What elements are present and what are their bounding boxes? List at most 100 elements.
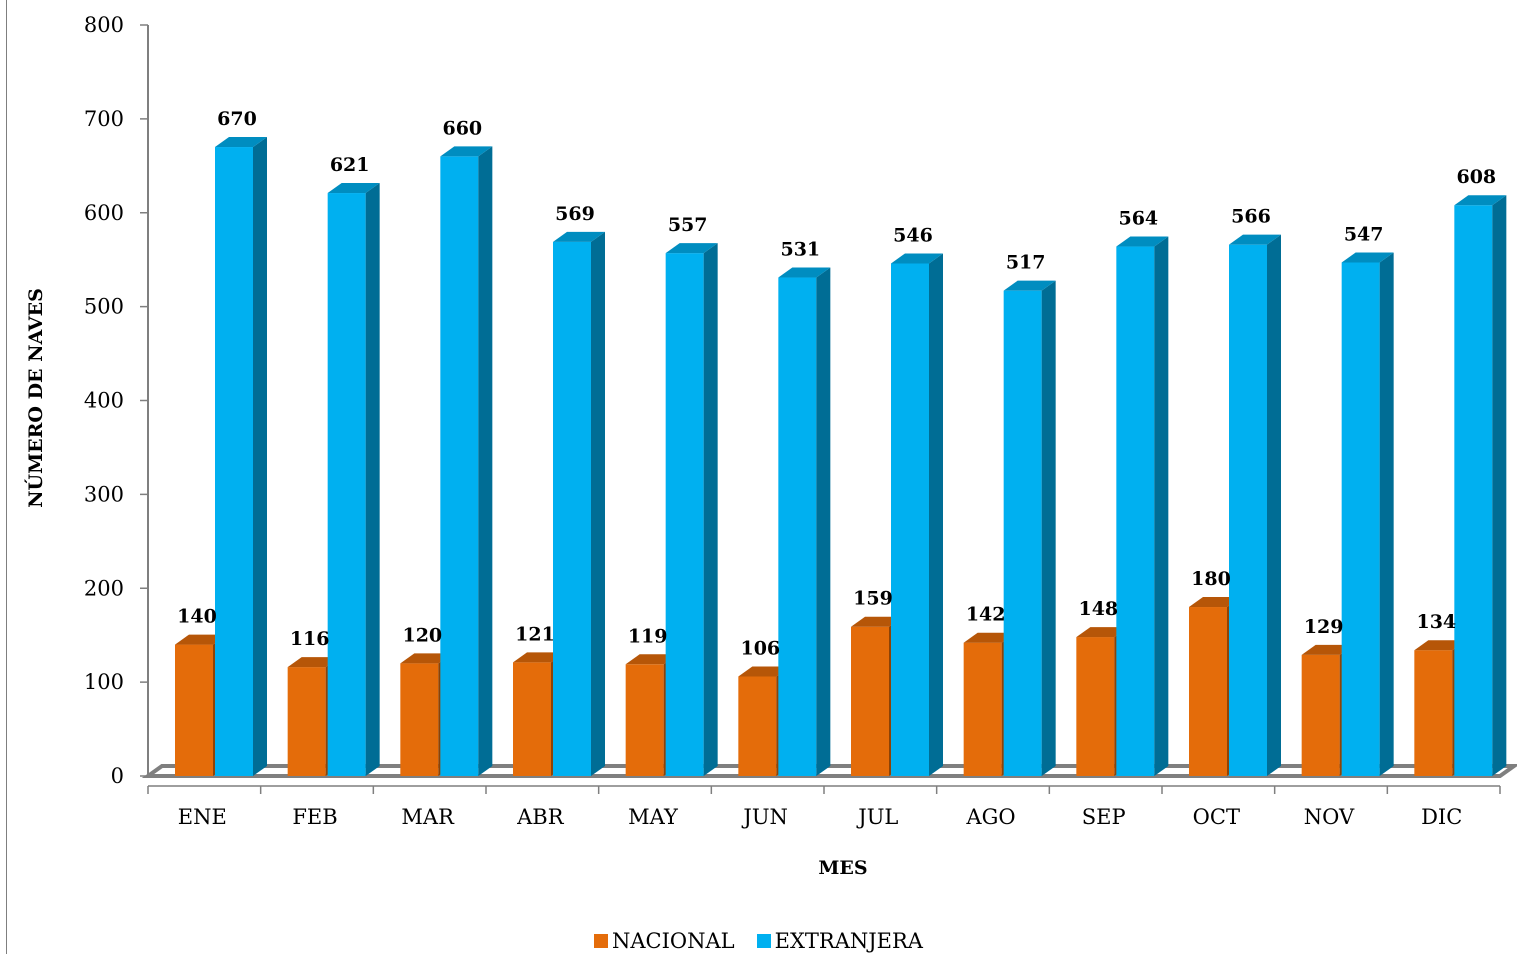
data-label-extranjera: 670 [217, 108, 257, 130]
bar-side [1267, 234, 1281, 777]
bar-extranjera-jun [778, 267, 831, 776]
bar-top [400, 653, 453, 664]
data-label-extranjera: 517 [1006, 252, 1046, 274]
data-label-nacional: 106 [740, 637, 780, 659]
bar-extranjera-ago [1003, 280, 1056, 776]
bar-side [1154, 236, 1169, 777]
legend-swatch-nacional [594, 934, 608, 948]
data-label-nacional: 120 [402, 624, 442, 646]
data-label-nacional: 180 [1191, 568, 1231, 590]
y-tick-label: 100 [84, 670, 124, 694]
bar-front [1414, 650, 1453, 776]
data-label-nacional: 148 [1078, 598, 1118, 620]
bar-front [738, 676, 777, 776]
bar-extranjera-feb [327, 183, 380, 776]
bar-top [215, 137, 267, 148]
data-label-extranjera: 531 [780, 239, 820, 261]
data-label-nacional: 129 [1304, 616, 1344, 638]
data-label-nacional: 121 [515, 623, 555, 645]
bar-front [440, 156, 479, 777]
bar-top [778, 267, 831, 278]
bar-extranjera-ene [215, 137, 267, 777]
bar-top [1076, 627, 1129, 638]
bar-extranjera-sep [1116, 236, 1169, 777]
y-tick-label: 800 [84, 13, 124, 37]
bar-front [851, 626, 889, 776]
x-tick-label: ENE [178, 805, 227, 829]
bar-side [703, 243, 718, 776]
bar-front [1454, 205, 1493, 777]
bar-front [1229, 244, 1267, 777]
bar-front [553, 241, 591, 776]
data-label-extranjera: 547 [1344, 224, 1384, 246]
bar-extranjera-may [665, 243, 718, 776]
bar-extranjera-nov [1341, 252, 1394, 776]
x-tick-label: MAR [401, 805, 455, 829]
data-label-extranjera: 566 [1231, 206, 1271, 228]
bar-front [665, 253, 704, 776]
bar-top [327, 183, 380, 194]
chart-floor [141, 764, 1517, 778]
legend-swatch-extranjera [756, 934, 771, 948]
bar-front [1116, 246, 1155, 777]
legend-item-extranjera: EXTRANJERA [756, 928, 923, 954]
y-tick-label: 600 [84, 201, 124, 225]
bar-side [478, 146, 493, 777]
bar-top [891, 253, 943, 264]
bar-top [1301, 644, 1354, 655]
bar-top [287, 657, 340, 668]
data-label-extranjera: 546 [893, 224, 933, 246]
legend: NACIONAL EXTRANJERA [0, 928, 1517, 954]
data-label-extranjera: 608 [1456, 166, 1496, 188]
x-tick-label: JUL [856, 805, 898, 829]
bar-extranjera-jul [891, 253, 943, 776]
bar-front [513, 662, 551, 776]
y-tick-label: 200 [84, 576, 124, 600]
data-label-extranjera: 621 [330, 154, 370, 176]
x-tick-label: MAY [628, 805, 679, 829]
data-label-extranjera: 564 [1118, 208, 1158, 230]
bar-top [175, 634, 227, 645]
chart-border [6, 0, 7, 954]
x-tick-label: JUN [741, 805, 788, 829]
bar-top [1454, 195, 1507, 206]
y-tick-label: 700 [84, 107, 124, 131]
bar-top [513, 652, 565, 663]
bar-side [365, 183, 380, 776]
bar-front [1301, 654, 1340, 776]
bar-front [1076, 637, 1115, 776]
x-tick-label: SEP [1082, 805, 1126, 829]
data-label-extranjera: 660 [442, 117, 482, 139]
data-label-nacional: 116 [290, 628, 330, 650]
bar-front [327, 193, 366, 776]
bar-front [287, 667, 326, 776]
bar-top [440, 146, 493, 157]
bar-front [963, 642, 1002, 776]
bar-side [929, 253, 943, 776]
x-tick-label: AGO [965, 805, 1015, 829]
bar-front [1003, 290, 1042, 776]
y-tick-label: 500 [84, 295, 124, 319]
data-label-nacional: 142 [966, 604, 1006, 626]
bar-front [215, 147, 253, 777]
data-label-nacional: 159 [853, 588, 893, 610]
bar-side [1379, 252, 1394, 776]
data-label-nacional: 134 [1416, 611, 1456, 633]
data-label-nacional: 119 [628, 625, 668, 647]
x-tick-label: OCT [1193, 805, 1240, 829]
x-tick-label: NOV [1304, 805, 1355, 829]
bar-front [400, 663, 439, 776]
y-tick-label: 400 [84, 389, 124, 413]
bar-side [591, 231, 605, 776]
bar-front [625, 664, 664, 776]
bar-top [1003, 280, 1056, 291]
bar-top [1189, 597, 1241, 608]
x-tick-label: FEB [292, 805, 337, 829]
bar-extranjera-dic [1454, 195, 1507, 777]
data-label-extranjera: 557 [668, 214, 708, 236]
bar-side [1492, 195, 1507, 777]
x-tick-label: DIC [1421, 805, 1462, 829]
bar-top [1229, 234, 1281, 245]
